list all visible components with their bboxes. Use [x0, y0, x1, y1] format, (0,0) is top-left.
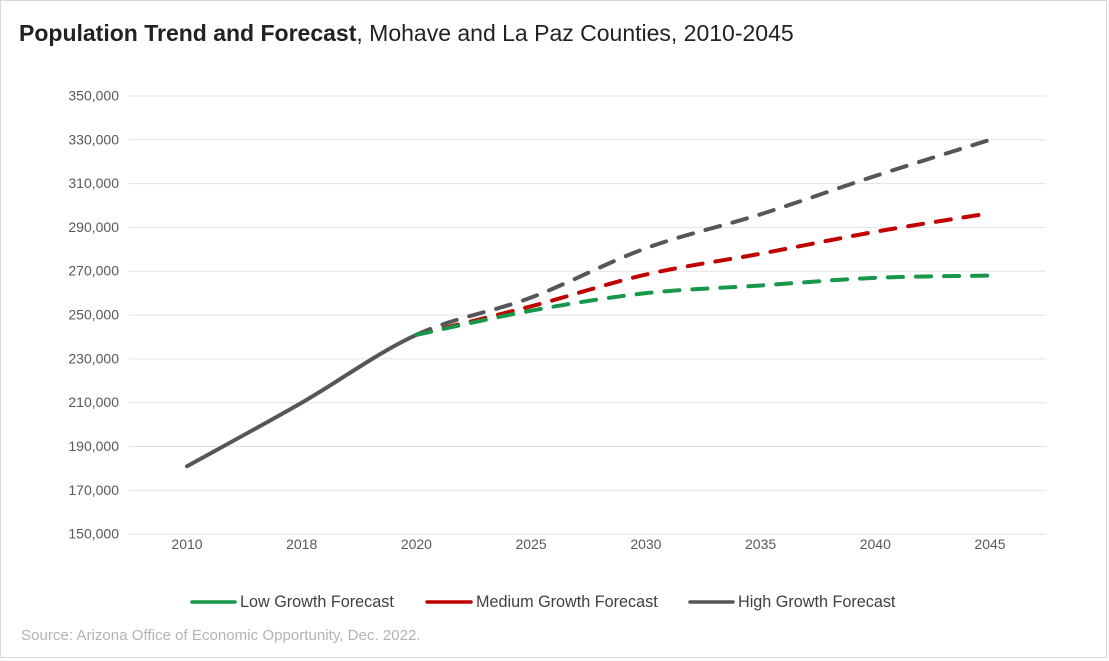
svg-text:350,000: 350,000 [68, 88, 119, 104]
svg-text:330,000: 330,000 [68, 131, 119, 147]
svg-text:Medium Growth Forecast: Medium Growth Forecast [476, 593, 658, 611]
svg-text:150,000: 150,000 [68, 526, 119, 542]
svg-text:290,000: 290,000 [68, 219, 119, 235]
svg-text:2010: 2010 [171, 536, 202, 552]
svg-text:2040: 2040 [860, 536, 891, 552]
svg-text:2030: 2030 [630, 536, 661, 552]
svg-text:270,000: 270,000 [68, 263, 119, 279]
svg-text:High Growth Forecast: High Growth Forecast [738, 593, 896, 611]
svg-text:310,000: 310,000 [68, 175, 119, 191]
svg-text:2025: 2025 [516, 536, 547, 552]
svg-text:2035: 2035 [745, 536, 776, 552]
svg-text:230,000: 230,000 [68, 350, 119, 366]
svg-text:210,000: 210,000 [68, 394, 119, 410]
svg-text:190,000: 190,000 [68, 438, 119, 454]
svg-text:2020: 2020 [401, 536, 432, 552]
svg-text:250,000: 250,000 [68, 307, 119, 323]
svg-text:2018: 2018 [286, 536, 317, 552]
svg-text:Low Growth Forecast: Low Growth Forecast [240, 593, 394, 611]
svg-text:2045: 2045 [974, 536, 1005, 552]
svg-text:170,000: 170,000 [68, 482, 119, 498]
